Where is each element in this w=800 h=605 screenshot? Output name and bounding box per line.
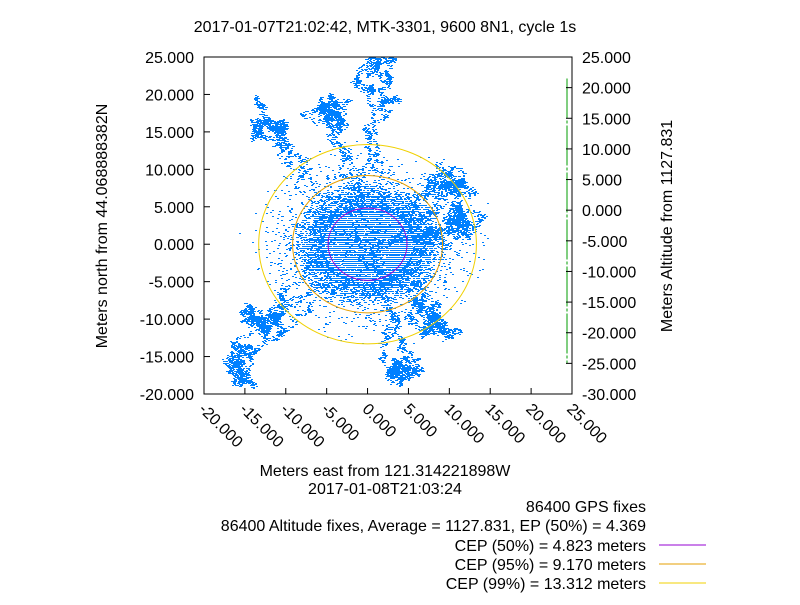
y2-tick-label: -5.000 — [582, 234, 627, 251]
plot-border — [203, 56, 573, 395]
y-tick-label: 0.000 — [154, 237, 194, 254]
y-tick-label: 25.000 — [145, 50, 194, 67]
y2-tick-label: 10.000 — [582, 142, 631, 159]
cep-circle-1 — [292, 175, 444, 314]
x-axis-label-date: 2017-01-08T21:03:24 — [308, 481, 462, 498]
info-gps-fixes: 86400 GPS fixes — [526, 499, 646, 516]
chart-title: 2017-01-07T21:02:42, MTK-3301, 9600 8N1,… — [194, 19, 576, 36]
y2-tick-label: 15.000 — [582, 111, 631, 128]
y2-tick-label: -20.000 — [582, 326, 636, 343]
y2-tick-label: -30.000 — [582, 387, 636, 404]
y-tick-label: -5.000 — [149, 275, 194, 292]
legend-label-2: CEP (99%) = 13.312 meters — [446, 576, 646, 593]
x-tick-label: 25.000 — [563, 401, 610, 448]
x-tick-label: -15.000 — [236, 401, 286, 451]
gps-points — [222, 57, 489, 389]
y-tick-label: 20.000 — [145, 87, 194, 104]
x-tick-label: 15.000 — [481, 401, 528, 448]
x-tick-label: 20.000 — [522, 401, 569, 448]
y-tick-label: -20.000 — [140, 387, 194, 404]
y2-tick-label: 5.000 — [582, 173, 622, 190]
y2-tick-label: 25.000 — [582, 50, 631, 67]
gps-fix-points — [222, 57, 489, 389]
x-axis-label: Meters east from 121.314221898W — [260, 463, 512, 480]
y-tick-label: 5.000 — [154, 200, 194, 217]
legend-label-1: CEP (95%) = 9.170 meters — [455, 557, 646, 574]
x-tick-label: 10.000 — [441, 401, 488, 448]
x-tick-label: -10.000 — [277, 401, 327, 451]
y2-axis-label: Meters Altitude from 1127.831 — [659, 120, 676, 332]
y-tick-label: 15.000 — [145, 125, 194, 142]
y-tick-label: -15.000 — [140, 350, 194, 367]
y-tick-label: -10.000 — [140, 312, 194, 329]
cep-circles — [258, 144, 477, 345]
legend-label-0: CEP (50%) = 4.823 meters — [455, 538, 646, 555]
x-tick-label: 5.000 — [400, 401, 440, 441]
legend: CEP (50%) = 4.823 meters CEP (95%) = 9.17… — [446, 538, 706, 593]
y2-tick-label: -15.000 — [582, 295, 636, 312]
cep-circle-2 — [258, 144, 477, 345]
y2-tick-label: 0.000 — [582, 203, 622, 220]
cep-circle-0 — [327, 207, 408, 281]
x-tick-label: -20.000 — [195, 401, 245, 451]
y-axis-label: Meters north from 44.068888382N — [94, 104, 111, 349]
info-altitude-fixes: 86400 Altitude fixes, Average = 1127.831… — [221, 518, 646, 535]
x-tick-label: 0.000 — [359, 401, 399, 441]
y-tick-label: 10.000 — [145, 162, 194, 179]
y2-tick-label: 20.000 — [582, 81, 631, 98]
y2-tick-label: -10.000 — [582, 264, 636, 281]
y2-tick-label: -25.000 — [582, 356, 636, 373]
